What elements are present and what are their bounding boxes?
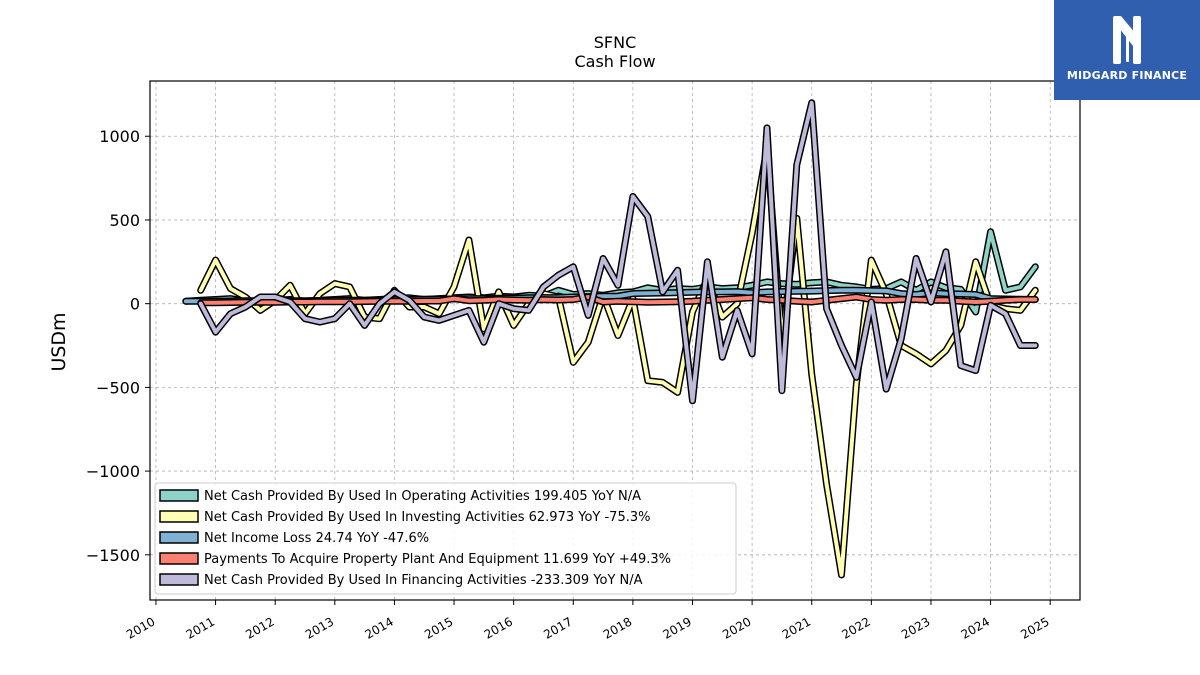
legend-swatch bbox=[159, 489, 199, 502]
x-tick-label: 2014 bbox=[362, 614, 395, 641]
y-tick-label: −1500 bbox=[86, 546, 140, 565]
x-tick-label: 2018 bbox=[601, 614, 634, 641]
legend-entry-label: Net Cash Provided By Used In Financing A… bbox=[204, 573, 643, 588]
midgard-m-logo-icon bbox=[1113, 16, 1141, 64]
legend-entry-label: Net Cash Provided By Used In Investing A… bbox=[204, 510, 650, 525]
y-axis-ticks: 1000 500 0 −500 −1000 −1500 bbox=[86, 127, 150, 565]
x-tick-label: 2013 bbox=[303, 614, 336, 641]
x-tick-label: 2023 bbox=[899, 614, 932, 641]
chart-title: SFNC bbox=[594, 33, 637, 52]
x-tick-label: 2019 bbox=[661, 614, 694, 641]
y-tick-label: 500 bbox=[109, 211, 140, 230]
x-tick-label: 2010 bbox=[124, 614, 157, 641]
legend-swatch bbox=[159, 531, 199, 544]
y-tick-label: −500 bbox=[96, 378, 140, 397]
series-5 bbox=[197, 99, 1039, 405]
series-line bbox=[198, 295, 1038, 305]
legend-swatch bbox=[159, 552, 199, 565]
y-axis-label: USDm bbox=[48, 312, 70, 371]
x-tick-label: 2021 bbox=[780, 614, 813, 641]
legend-box bbox=[154, 482, 737, 595]
series-line bbox=[198, 146, 1038, 577]
x-tick-label: 2016 bbox=[482, 614, 515, 641]
midgard-finance-logo: MIDGARD FINANCE bbox=[1054, 0, 1200, 100]
series-4 bbox=[197, 293, 1039, 307]
logo-text: MIDGARD FINANCE bbox=[1066, 69, 1188, 82]
x-tick-label: 2024 bbox=[959, 614, 992, 641]
legend-swatch bbox=[159, 510, 199, 523]
legend-swatch bbox=[159, 573, 199, 586]
series-line-outline bbox=[197, 99, 1039, 405]
x-tick-label: 2022 bbox=[839, 614, 872, 641]
series-2 bbox=[197, 144, 1039, 579]
legend-entry-label: Payments To Acquire Property Plant And E… bbox=[204, 552, 671, 567]
series-layer bbox=[182, 99, 1039, 579]
legend: Net Cash Provided By Used In Operating A… bbox=[154, 482, 737, 595]
x-tick-label: 2025 bbox=[1018, 614, 1051, 641]
series-line bbox=[198, 100, 1038, 403]
x-tick-label: 2020 bbox=[720, 614, 753, 641]
legend-entry-label: Net Cash Provided By Used In Operating A… bbox=[204, 489, 641, 504]
x-tick-label: 2015 bbox=[422, 614, 455, 641]
chart-subtitle: Cash Flow bbox=[574, 52, 655, 71]
x-tick-label: 2012 bbox=[243, 614, 276, 641]
x-tick-label: 2017 bbox=[541, 614, 574, 641]
y-tick-label: 1000 bbox=[99, 127, 140, 146]
legend-entry-label: Net Income Loss 24.74 YoY -47.6% bbox=[204, 531, 429, 546]
y-tick-label: 0 bbox=[130, 295, 140, 314]
y-tick-label: −1000 bbox=[86, 462, 140, 481]
plot-frame bbox=[149, 80, 1081, 601]
x-axis-ticks: 2010 2011 2012 2013 2014 2015 2016 2017 2018 2019… bbox=[124, 600, 1052, 642]
x-tick-label: 2011 bbox=[184, 614, 217, 641]
